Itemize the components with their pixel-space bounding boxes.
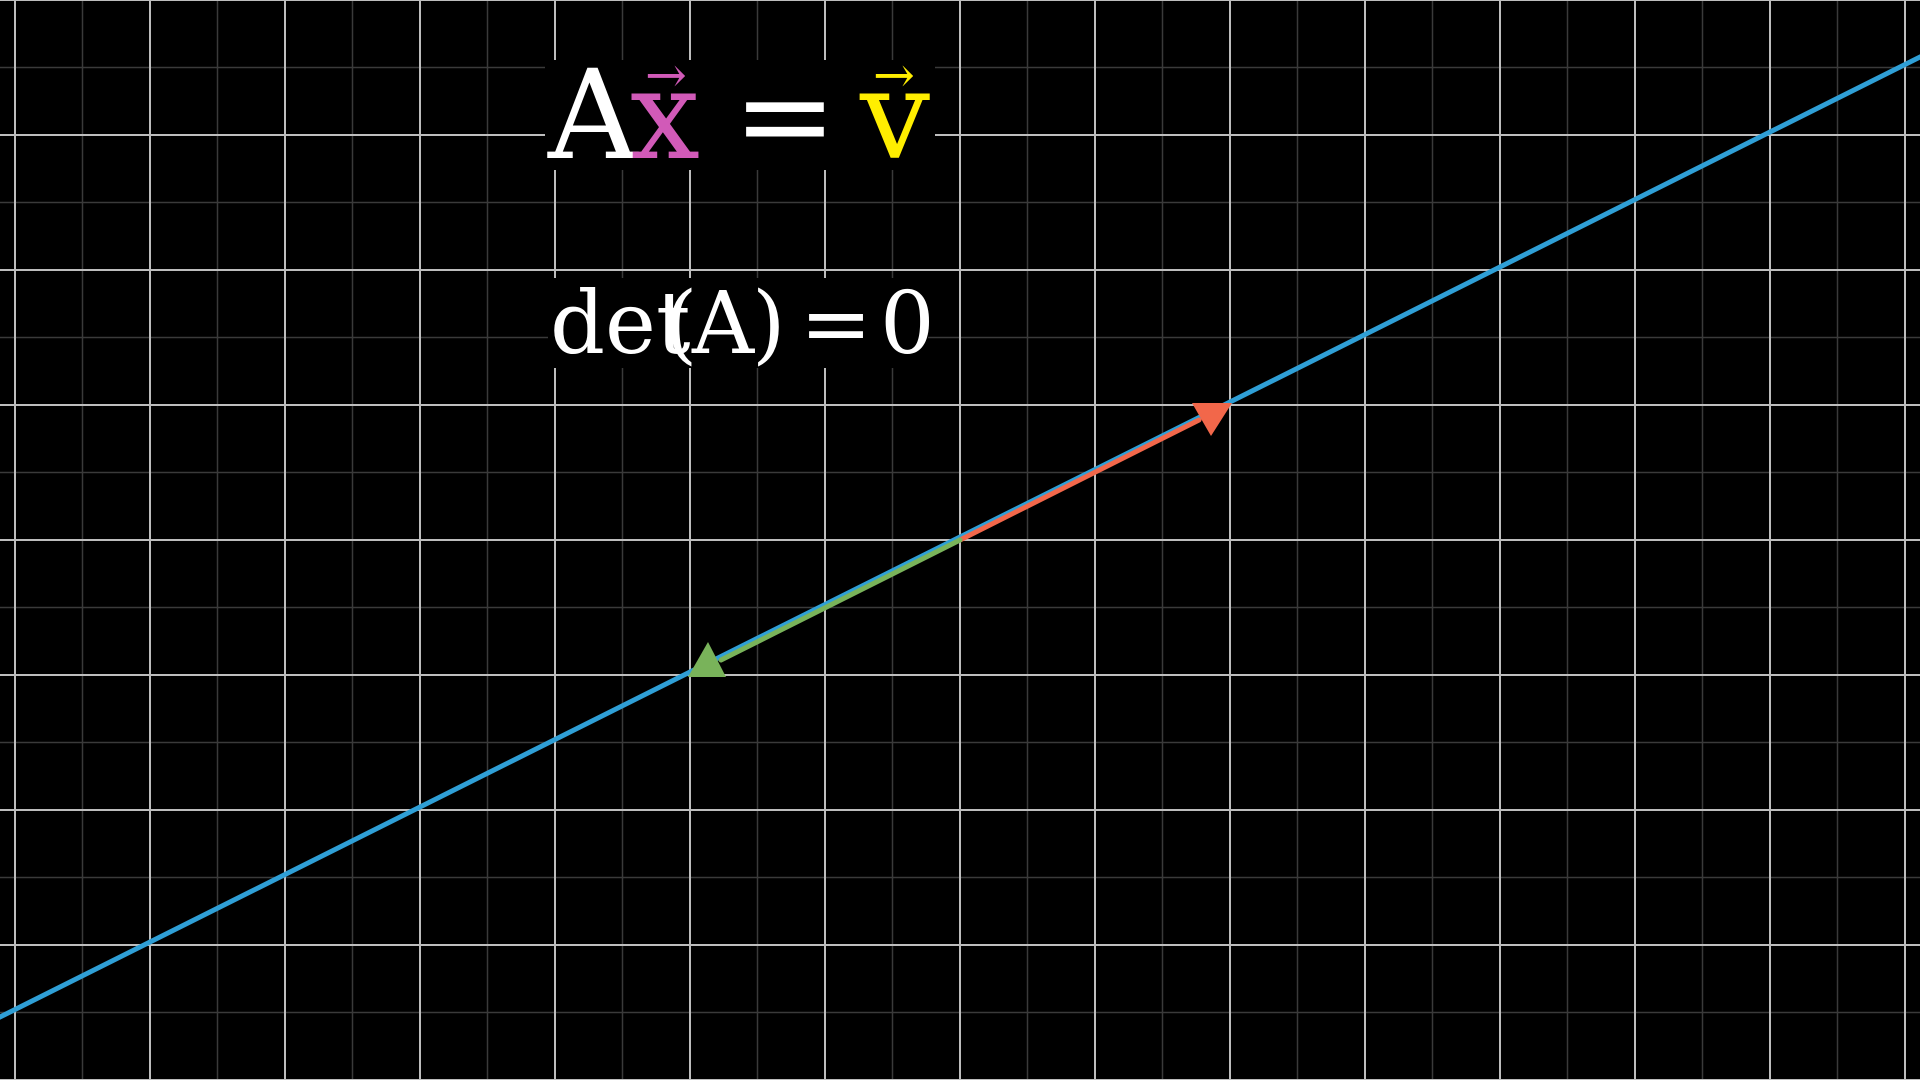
matrix-symbol: A xyxy=(547,44,639,188)
equals-sign: = xyxy=(733,44,837,188)
determinant-argument: A xyxy=(691,274,755,374)
input-vector-symbol: x xyxy=(630,44,700,188)
determinant-equation: det ( A ) = 0 xyxy=(548,274,935,374)
red-vector-shaft xyxy=(957,417,1202,543)
input-vector-arrow-icon: → xyxy=(645,46,687,104)
determinant-open-paren: ( xyxy=(664,274,698,374)
green-vector-shaft xyxy=(718,537,963,663)
green-vector-arrow-head-icon xyxy=(688,642,726,677)
output-vector-arrow-icon: → xyxy=(873,46,915,104)
determinant-function: det xyxy=(550,274,691,374)
red-vector-arrow-head-icon xyxy=(1192,403,1232,436)
determinant-backdrop xyxy=(548,278,928,368)
output-vector-symbol: v xyxy=(859,44,930,188)
equation-matrix-vector: A x → = v → xyxy=(545,44,935,188)
determinant-close-paren: ) xyxy=(752,274,786,374)
equation-backdrop xyxy=(545,60,935,170)
span-line xyxy=(0,54,1920,1020)
green-vector xyxy=(688,537,963,677)
determinant-value: 0 xyxy=(880,274,935,374)
red-vector xyxy=(957,403,1232,543)
determinant-equals: = xyxy=(800,274,872,374)
